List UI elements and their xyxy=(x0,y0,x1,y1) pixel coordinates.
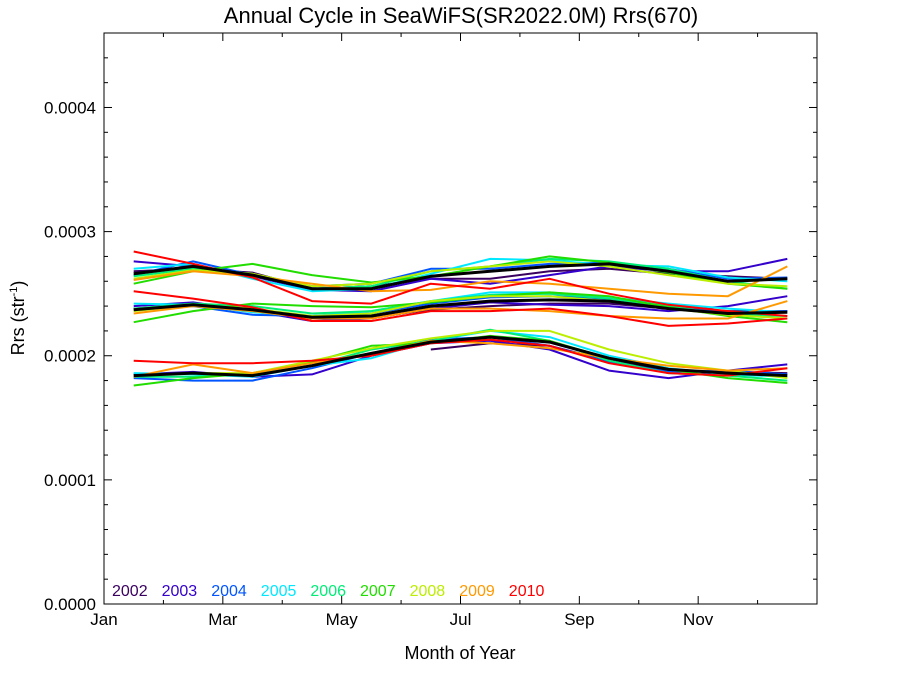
legend-entry-2009: 2009 xyxy=(459,583,495,600)
series-mean-line-3 xyxy=(133,335,788,378)
legend-entry-2003: 2003 xyxy=(162,583,198,600)
y-tick-label: 0.0001 xyxy=(44,471,96,490)
series-2007-line-3 xyxy=(133,334,788,387)
x-axis: Jan Mar May Jul Sep Nov xyxy=(90,33,759,629)
legend-entry-2002: 2002 xyxy=(112,583,148,600)
y-tick-label: 0.0003 xyxy=(44,223,96,242)
x-tick-label: Mar xyxy=(208,610,238,629)
legend-entry-2008: 2008 xyxy=(410,583,446,600)
y-tick-label: 0.0000 xyxy=(44,595,96,614)
y-axis-label: Rrs (str-1) xyxy=(8,281,28,356)
legend-entry-2005: 2005 xyxy=(261,583,297,600)
x-tick-label: May xyxy=(326,610,359,629)
x-tick-label: Nov xyxy=(683,610,714,629)
y-axis: 0.0000 0.0001 0.0002 0.0003 0.0004 xyxy=(44,57,817,614)
y-tick-label: 0.0002 xyxy=(44,347,96,366)
x-tick-label: Jul xyxy=(450,610,472,629)
series-2008-line-3 xyxy=(133,329,788,380)
series-2010-line-1 xyxy=(133,250,788,317)
series-mean-line-2 xyxy=(133,298,788,319)
series-2010-line-2 xyxy=(133,290,788,327)
legend-entry-2006: 2006 xyxy=(310,583,346,600)
legend-entry-2010: 2010 xyxy=(509,583,545,600)
series-2010-line-3 xyxy=(133,338,788,377)
x-tick-label: Sep xyxy=(564,610,594,629)
chart-title: Annual Cycle in SeaWiFS(SR2022.0M) Rrs(6… xyxy=(224,3,698,28)
x-axis-label: Month of Year xyxy=(404,643,515,663)
series-mean-line-1 xyxy=(133,262,788,291)
y-tick-label: 0.0004 xyxy=(44,98,96,117)
legend: 2002 2003 2004 2005 2006 2007 2008 2009 2010 xyxy=(112,583,544,600)
x-tick-label: Jan xyxy=(90,610,117,629)
plot-lines xyxy=(133,250,788,387)
legend-entry-2004: 2004 xyxy=(211,583,247,600)
legend-entry-2007: 2007 xyxy=(360,583,396,600)
